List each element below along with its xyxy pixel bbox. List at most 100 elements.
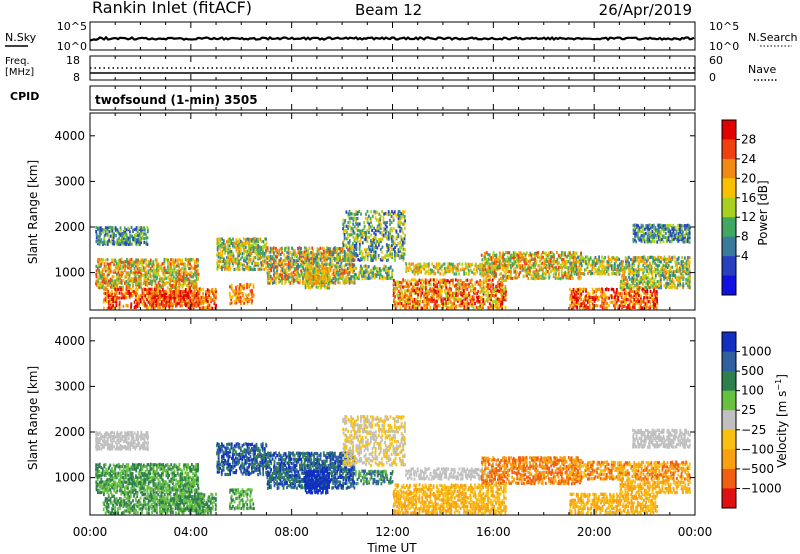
- echo-cell: [246, 294, 249, 298]
- echo-cell: [465, 264, 467, 268]
- echo-cell: [623, 295, 626, 299]
- echo-cell: [367, 265, 370, 269]
- echo-cell: [572, 259, 575, 263]
- echo-cell: [309, 279, 312, 283]
- echo-cell: [241, 267, 244, 271]
- echo-cell: [364, 216, 367, 220]
- echo-cell: [109, 292, 112, 296]
- echo-cell: [179, 304, 182, 308]
- echo-cell: [122, 278, 125, 283]
- echo-cell: [120, 260, 123, 264]
- echo-cell: [316, 262, 319, 266]
- echo-cell: [397, 216, 400, 221]
- echo-cell: [299, 250, 301, 254]
- echo-cell: [437, 268, 440, 272]
- echo-cell: [400, 281, 403, 285]
- echo-cell: [434, 266, 437, 270]
- echo-cell: [567, 266, 570, 270]
- echo-cell: [435, 289, 438, 293]
- echo-cell: [365, 230, 368, 234]
- echo-cell: [397, 209, 400, 214]
- echo-cell: [571, 294, 573, 298]
- echo-cell: [361, 241, 364, 245]
- echo-cell: [484, 257, 487, 261]
- echo-cell: [611, 255, 613, 260]
- echo-cell: [116, 285, 119, 289]
- echo-cell: [178, 279, 181, 283]
- echo-cell: [382, 267, 384, 271]
- echo-cell: [140, 240, 142, 245]
- echo-cell: [453, 272, 456, 276]
- echo-cell: [415, 306, 418, 310]
- echo-cell: [133, 273, 136, 277]
- echo-cell: [112, 236, 115, 240]
- echo-cell: [402, 222, 405, 226]
- echo-cell: [394, 285, 397, 289]
- echo-cell: [189, 271, 192, 275]
- echo-cell: [305, 250, 308, 254]
- echo-cell: [534, 251, 536, 255]
- echo-cell: [133, 290, 135, 294]
- echo-cell: [647, 258, 650, 262]
- echo-cell: [229, 258, 231, 262]
- echo-cell: [208, 291, 211, 295]
- echo-cell: [276, 270, 278, 274]
- echo-cell: [474, 262, 477, 266]
- echo-cell: [468, 264, 471, 268]
- echo-cell: [547, 253, 549, 257]
- echo-cell: [327, 271, 329, 275]
- echo-cell: [227, 238, 230, 242]
- echo-cell: [141, 268, 144, 272]
- echo-cell: [130, 242, 133, 246]
- echo-cell: [232, 255, 235, 259]
- echo-cell: [492, 253, 494, 258]
- echo-cell: [572, 298, 575, 302]
- echo-cell: [153, 275, 155, 279]
- echo-cell: [472, 285, 475, 289]
- echo-cell: [434, 299, 437, 303]
- echo-cell: [138, 266, 141, 271]
- echo-cell: [302, 260, 305, 264]
- echo-cell: [604, 296, 607, 300]
- echo-cell: [400, 297, 403, 301]
- echo-cell: [594, 263, 597, 267]
- echo-cell: [249, 251, 251, 255]
- echo-cell: [431, 262, 434, 266]
- echo-cell: [457, 292, 459, 296]
- echo-cell: [224, 265, 227, 269]
- echo-cell: [323, 250, 325, 254]
- echo-cell: [580, 264, 583, 268]
- echo-cell: [416, 299, 419, 303]
- echo-cell: [549, 261, 552, 265]
- echo-cell: [535, 275, 537, 279]
- echo-cell: [326, 279, 329, 284]
- echo-cell: [101, 275, 104, 279]
- echo-cell: [567, 253, 570, 257]
- echo-cell: [259, 251, 261, 256]
- echo-cell: [347, 275, 349, 279]
- echo-cell: [197, 264, 199, 268]
- echo-cell: [117, 230, 120, 234]
- echo-cell: [490, 268, 493, 272]
- echo-cell: [153, 269, 155, 273]
- echo-cell: [360, 250, 363, 254]
- echo-cell: [518, 272, 520, 276]
- echo-cell: [399, 247, 401, 251]
- echo-cell: [517, 255, 520, 259]
- echo-cell: [633, 298, 636, 302]
- echo-cell: [213, 296, 215, 300]
- echo-cell: [184, 290, 187, 294]
- echo-cell: [183, 271, 185, 275]
- echo-cell: [103, 298, 105, 302]
- echo-cell: [597, 296, 600, 300]
- echo-cell: [322, 279, 325, 283]
- echo-cell: [236, 291, 239, 295]
- echo-cell: [581, 256, 584, 260]
- echo-cell: [168, 262, 171, 266]
- echo-cell: [106, 277, 109, 281]
- echo-cell: [108, 234, 110, 238]
- echo-cell: [252, 267, 255, 271]
- echo-cell: [534, 265, 536, 269]
- echo-cell: [117, 277, 120, 281]
- echo-cell: [262, 240, 265, 244]
